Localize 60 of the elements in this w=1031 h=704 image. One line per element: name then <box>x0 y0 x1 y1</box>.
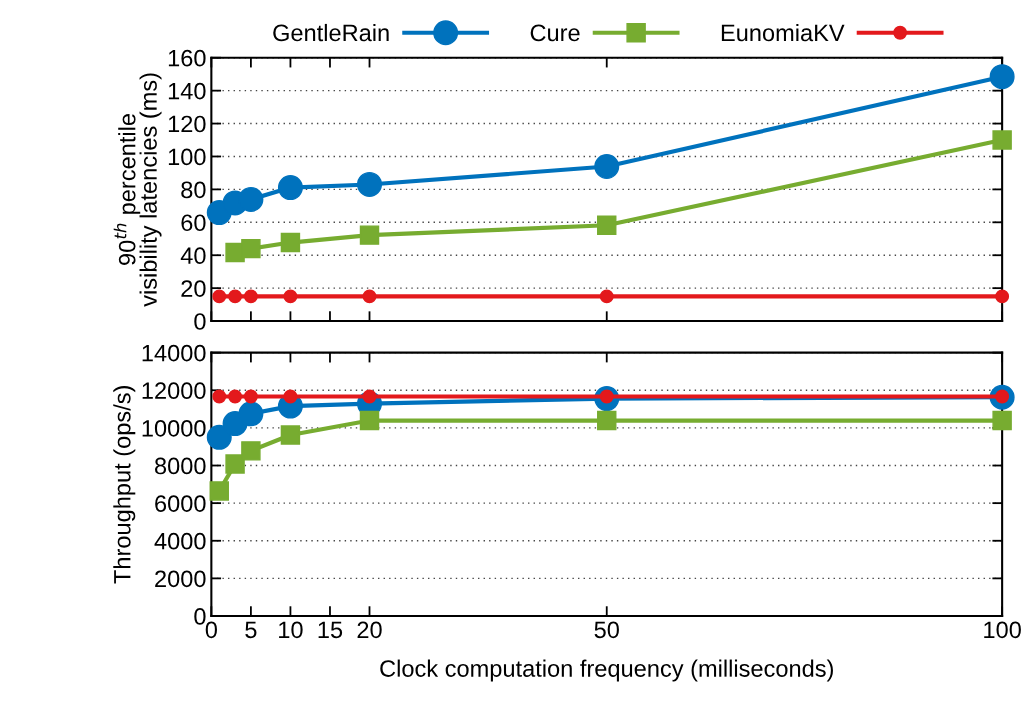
y-tick-label: 100 <box>168 148 206 166</box>
point <box>238 401 264 427</box>
point <box>362 289 377 304</box>
point <box>597 215 617 235</box>
y-tick-label: 140 <box>168 82 206 100</box>
point <box>209 481 229 501</box>
point <box>212 289 227 304</box>
point <box>238 186 264 212</box>
x-tick-label: 10 <box>279 621 303 639</box>
y-tick-label: 2000 <box>155 570 206 588</box>
point <box>359 225 380 245</box>
y-tick-label: 80 <box>181 181 206 199</box>
point <box>228 289 243 304</box>
point <box>992 410 1012 431</box>
point <box>359 410 380 431</box>
y-tick-label: 120 <box>168 115 206 133</box>
x-tick-label: 100 <box>984 621 1021 639</box>
point <box>597 410 617 431</box>
legend-label: EunomiaKV <box>721 23 845 42</box>
y-tick-label: 8000 <box>155 457 206 475</box>
point <box>283 289 298 304</box>
point <box>280 232 301 253</box>
y-tick-label: 14000 <box>142 344 206 362</box>
y-tick-label: 60 <box>181 214 206 232</box>
y-tick-label: 20 <box>181 280 206 297</box>
point <box>212 389 227 404</box>
point <box>243 289 258 304</box>
point <box>357 171 383 197</box>
point <box>241 238 261 259</box>
y-tick-label: 40 <box>180 247 206 265</box>
point <box>989 64 1015 90</box>
point <box>283 389 298 404</box>
x-tick-label: 15 <box>318 621 343 639</box>
y-axis-title: Throughput (ops/s) <box>113 386 136 584</box>
y-tick-label: 10000 <box>142 419 206 437</box>
point <box>243 389 258 404</box>
y-tick-label: 0 <box>194 608 206 625</box>
point <box>228 389 243 404</box>
y-axis-title: 90$^{th}$ percentile visibility latencies (ms) <box>113 73 162 307</box>
y-tick-label: 6000 <box>155 495 206 512</box>
y-tick-label: 0 <box>194 313 206 330</box>
x-axis-title: Clock computation frequency (milliseconds) <box>380 659 833 682</box>
legend-label: GentleRain <box>273 23 389 42</box>
x-tick-label: 5 <box>245 621 257 639</box>
legend-label: Cure <box>530 24 580 42</box>
x-tick-label: 0 <box>205 621 217 639</box>
x-tick-label: 50 <box>594 621 619 639</box>
point <box>280 425 301 445</box>
point <box>599 289 614 304</box>
x-tick-label: 20 <box>357 621 382 639</box>
point <box>992 130 1012 150</box>
y-tick-label: 160 <box>168 49 206 67</box>
y-tick-label: 4000 <box>154 532 206 550</box>
point <box>206 424 232 450</box>
point <box>225 454 245 474</box>
point <box>277 175 303 201</box>
point <box>241 441 261 461</box>
y-tick-label: 12000 <box>142 382 206 400</box>
point <box>995 289 1010 304</box>
point <box>594 154 620 180</box>
